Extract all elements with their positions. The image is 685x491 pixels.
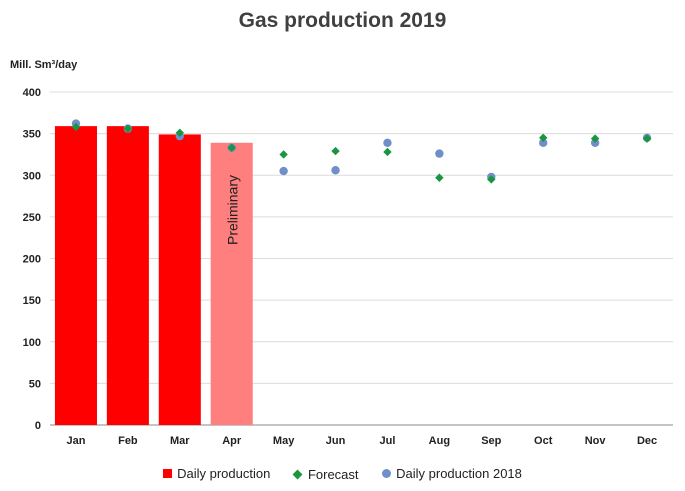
- forecast-point: [539, 133, 548, 142]
- x-tick-label: Jul: [380, 435, 396, 447]
- x-tick-label: Jun: [326, 435, 346, 447]
- forecast-point: [175, 128, 184, 137]
- x-tick-label: Nov: [585, 435, 607, 447]
- x-tick-label: Jan: [66, 435, 85, 447]
- bar: [158, 134, 201, 425]
- bar: [54, 126, 97, 425]
- y-tick-label: 200: [23, 254, 41, 266]
- legend: Daily production Forecast Daily producti…: [0, 466, 685, 482]
- legend-label: Forecast: [307, 467, 359, 482]
- y-tick-label: 250: [23, 212, 41, 224]
- y-axis-unit-label: Mill. Sm³/day: [10, 59, 78, 71]
- legend-swatch-bar: [163, 469, 173, 478]
- x-tick-label: Mar: [170, 435, 190, 447]
- forecast-point: [590, 134, 600, 143]
- y-tick-label: 350: [23, 129, 41, 141]
- y-tick-label: 150: [23, 295, 41, 307]
- x-tick-label: Sep: [481, 435, 501, 447]
- x-tick-label: May: [273, 435, 295, 447]
- bar-annotation: Preliminary: [225, 175, 241, 245]
- x-tick-label: Oct: [534, 435, 553, 447]
- y-tick-label: 300: [23, 170, 41, 182]
- forecast-point: [435, 173, 444, 182]
- forecast-point: [383, 147, 392, 157]
- bar: [210, 142, 253, 425]
- daily-production-2018-point: [435, 149, 444, 158]
- daily-production-2018-point: [331, 166, 340, 175]
- x-tick-label: Apr: [222, 435, 242, 447]
- x-tick-label: Feb: [118, 435, 138, 447]
- legend-swatch-dot: [382, 469, 392, 478]
- x-tick-label: Dec: [637, 435, 657, 447]
- legend-label: Daily production: [177, 466, 271, 481]
- legend-swatch-diamond: [292, 469, 303, 480]
- forecast-point: [279, 150, 288, 159]
- x-tick-label: Aug: [429, 435, 450, 447]
- forecast-point: [642, 134, 652, 143]
- legend-item-daily-production: Daily production: [163, 466, 270, 481]
- forecast-point: [331, 146, 340, 156]
- y-tick-label: 400: [23, 87, 41, 99]
- chart-title: Gas production 2019: [238, 9, 447, 32]
- y-tick-label: 0: [35, 420, 41, 432]
- daily-production-2018-point: [539, 138, 548, 147]
- legend-item-daily-production-2018: Daily production 2018: [382, 466, 522, 481]
- forecast-point: [123, 124, 133, 133]
- y-tick-label: 100: [23, 337, 41, 349]
- legend-label: Daily production 2018: [396, 466, 522, 481]
- forecast-point: [71, 122, 81, 132]
- bar: [106, 126, 149, 425]
- daily-production-2018-point: [279, 166, 288, 176]
- y-tick-label: 50: [29, 378, 41, 390]
- forecast-point: [227, 143, 236, 152]
- forecast-point: [487, 175, 496, 184]
- legend-item-forecast: Forecast: [292, 467, 359, 482]
- daily-production-2018-point: [383, 138, 392, 147]
